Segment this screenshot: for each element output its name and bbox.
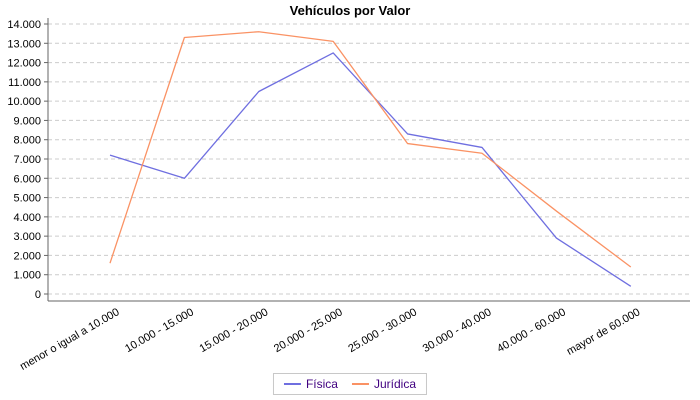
series-line-fisica xyxy=(109,52,632,287)
y-tick-label: 7.000 xyxy=(13,154,41,166)
x-category-label: 10.000 - 15.000 xyxy=(123,306,196,355)
series-line-juridica xyxy=(109,31,632,268)
legend-item-fisica: Física xyxy=(283,377,338,391)
legend-line-swatch-juridica xyxy=(351,383,369,385)
x-category-label: 30.000 - 40.000 xyxy=(421,306,494,355)
x-category-label: 20.000 - 25.000 xyxy=(272,306,345,355)
x-category-label: 40.000 - 60.000 xyxy=(495,306,568,355)
x-category-label: 15.000 - 20.000 xyxy=(198,306,271,355)
legend-item-juridica: Jurídica xyxy=(351,377,417,391)
legend: Física Jurídica xyxy=(272,373,428,395)
legend-line-swatch-fisica xyxy=(283,383,301,385)
y-tick-label: 0 xyxy=(35,289,41,301)
y-tick-label: 1.000 xyxy=(13,270,41,282)
y-tick-label: 14.000 xyxy=(7,19,41,31)
legend-label-juridica: Jurídica xyxy=(373,377,417,391)
y-tick-label: 13.000 xyxy=(7,38,41,50)
x-category-label: mayor de 60.000 xyxy=(565,306,643,358)
chart-title: Vehículos por Valor xyxy=(289,3,411,18)
x-category-label: 25.000 - 30.000 xyxy=(346,306,419,355)
y-tick-label: 11.000 xyxy=(8,77,41,89)
y-tick-label: 6.000 xyxy=(13,173,41,185)
legend-label-fisica: Física xyxy=(305,377,338,391)
y-tick-label: 9.000 xyxy=(13,115,41,127)
y-tick-label: 5.000 xyxy=(13,193,41,205)
y-tick-label: 8.000 xyxy=(13,135,41,147)
y-tick-label: 12.000 xyxy=(7,58,41,70)
y-tick-label: 3.000 xyxy=(13,231,41,243)
y-tick-label: 10.000 xyxy=(7,96,41,108)
y-tick-label: 2.000 xyxy=(13,250,41,262)
x-category-label: menor o igual a 10.000 xyxy=(18,306,121,373)
y-tick-label: 4.000 xyxy=(13,212,41,224)
